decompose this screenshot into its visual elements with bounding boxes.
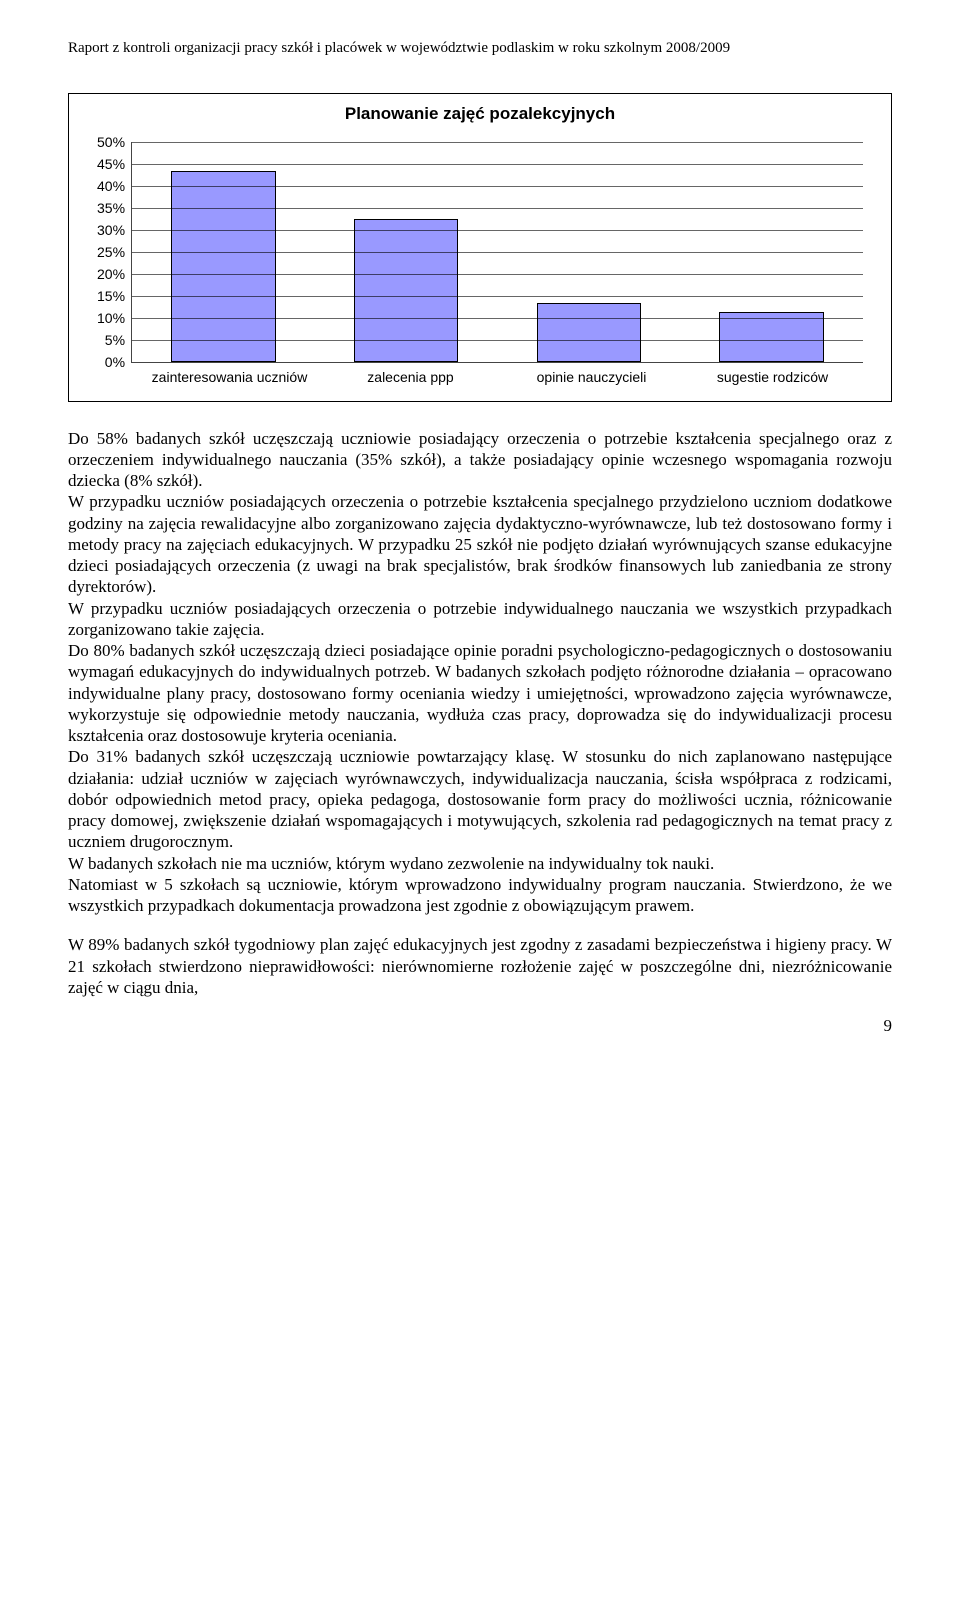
chart-x-labels: zainteresowania uczniów zalecenia ppp opin…	[139, 369, 863, 387]
chart-bar	[537, 303, 641, 362]
paragraph: Natomiast w 5 szkołach są uczniowie, któ…	[68, 874, 892, 917]
chart-plot	[131, 142, 863, 363]
x-tick-label: opinie nauczycieli	[512, 369, 671, 387]
chart-title: Planowanie zajęć pozalekcyjnych	[97, 104, 863, 124]
paragraph: W 89% badanych szkół tygodniowy plan zaj…	[68, 934, 892, 998]
chart-bar	[719, 312, 823, 362]
x-tick-label: sugestie rodziców	[693, 369, 852, 387]
body-text: Do 58% badanych szkół uczęszczają ucznio…	[68, 428, 892, 999]
paragraph: Do 58% badanych szkół uczęszczają ucznio…	[68, 428, 892, 492]
paragraph: Do 31% badanych szkół uczęszczają ucznio…	[68, 746, 892, 852]
page-number: 9	[68, 1016, 892, 1036]
chart-bar	[171, 171, 275, 362]
paragraph: Do 80% badanych szkół uczęszczają dzieci…	[68, 640, 892, 746]
chart-container: Planowanie zajęć pozalekcyjnych 50%45%40…	[68, 93, 892, 402]
chart-y-axis: 50%45%40%35%30%25%20%15%10%5%0%	[97, 142, 131, 362]
paragraph: W przypadku uczniów posiadających orzecz…	[68, 491, 892, 597]
paragraph: W badanych szkołach nie ma uczniów, któr…	[68, 853, 892, 874]
paragraph: W przypadku uczniów posiadających orzecz…	[68, 598, 892, 641]
x-tick-label: zalecenia ppp	[331, 369, 490, 387]
x-tick-label: zainteresowania uczniów	[150, 369, 309, 387]
report-header: Raport z kontroli organizacji pracy szkó…	[68, 40, 892, 57]
